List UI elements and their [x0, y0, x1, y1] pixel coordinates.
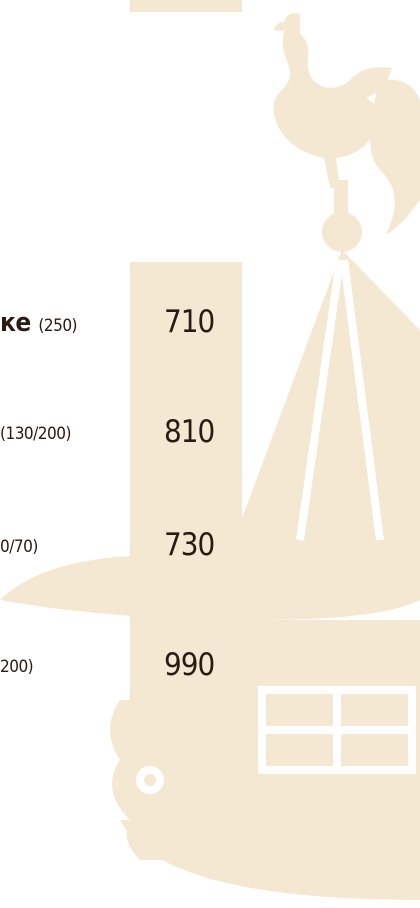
- item-price: 730: [164, 527, 215, 563]
- item-name: ке (250): [0, 308, 78, 338]
- item-portion: 200): [0, 657, 34, 677]
- item-name-text: ке: [0, 308, 31, 338]
- item-portion: (130/200): [0, 424, 71, 444]
- item-portion: 0/70): [0, 537, 38, 557]
- item-portion: (250): [38, 316, 78, 336]
- item-price: 990: [164, 647, 215, 683]
- item-price: 810: [164, 414, 215, 450]
- item-price: 710: [164, 304, 215, 340]
